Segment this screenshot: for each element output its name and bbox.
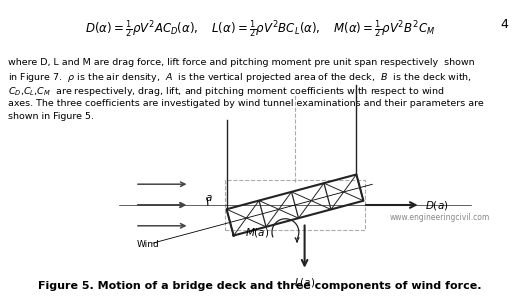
Text: $L(a)$: $L(a)$ — [294, 276, 315, 289]
Text: www.engineeringcivil.com: www.engineeringcivil.com — [390, 213, 490, 222]
Text: $D(a)$: $D(a)$ — [425, 198, 448, 212]
Text: $C_D$,$C_L$,$C_M$  are respectively, drag, lift, and pitching moment coefficient: $C_D$,$C_L$,$C_M$ are respectively, drag… — [8, 85, 445, 98]
Text: shown in Figure 5.: shown in Figure 5. — [8, 112, 94, 121]
Text: 4: 4 — [500, 18, 508, 31]
Text: Wind: Wind — [137, 240, 160, 249]
Text: $D(\alpha)=\frac{1}{2}\rho V^2AC_D(\alpha),\quad L(\alpha)=\frac{1}{2}\rho V^2BC: $D(\alpha)=\frac{1}{2}\rho V^2AC_D(\alph… — [85, 18, 435, 40]
Text: $a$: $a$ — [205, 193, 213, 203]
Text: axes. The three coefficients are investigated by wind tunnel examinations and th: axes. The three coefficients are investi… — [8, 98, 484, 107]
Text: where D, L and M are drag force, lift force and pitching moment pre unit span re: where D, L and M are drag force, lift fo… — [8, 58, 475, 67]
Text: in Figure 7.  $\rho$ is the air density,  $A$  is the vertical projected area of: in Figure 7. $\rho$ is the air density, … — [8, 72, 472, 85]
Text: Figure 5. Motion of a bridge deck and three components of wind force.: Figure 5. Motion of a bridge deck and th… — [38, 281, 482, 291]
Text: $M(a)$: $M(a)$ — [245, 226, 270, 239]
